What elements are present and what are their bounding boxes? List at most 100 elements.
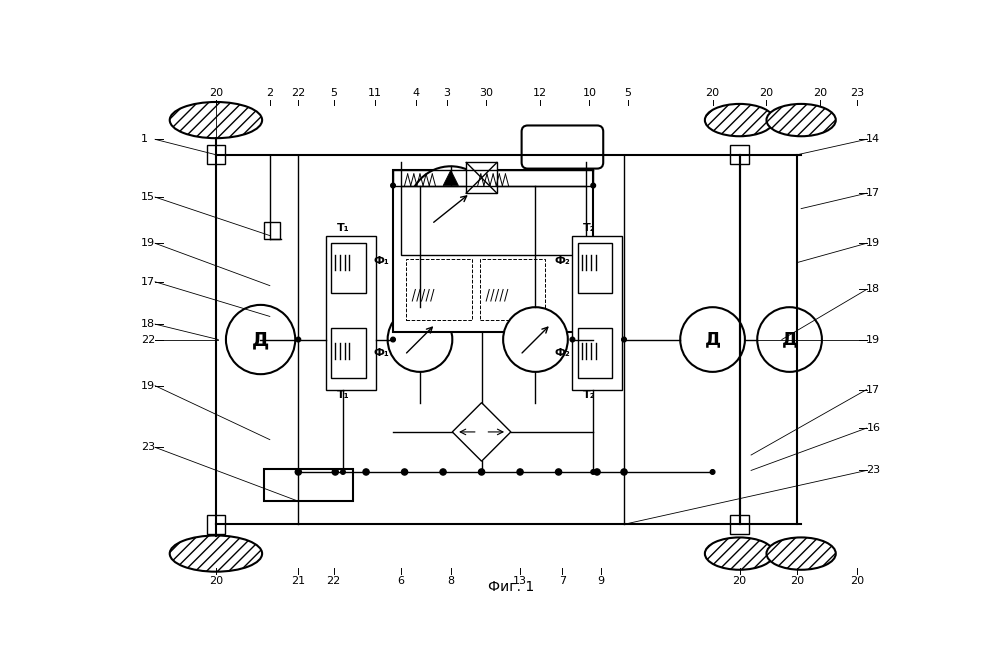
Ellipse shape [170,536,262,572]
Bar [332,243,366,293]
Bar [730,145,749,164]
Circle shape [480,470,484,474]
Text: Ф₁: Ф₁ [374,256,390,266]
Circle shape [621,470,626,474]
Circle shape [363,469,370,475]
Text: 22: 22 [141,335,156,345]
Bar [577,328,612,378]
Text: 19: 19 [141,381,156,391]
Text: T₁: T₁ [337,223,350,233]
Text: T₂: T₂ [583,223,595,233]
Text: 19: 19 [141,238,156,248]
Text: 21: 21 [292,576,306,586]
Bar [577,243,612,293]
Text: Ф₂: Ф₂ [554,348,570,358]
Circle shape [391,183,396,188]
Text: 12: 12 [533,88,547,98]
Circle shape [621,469,627,475]
Text: 20: 20 [850,576,864,586]
Bar [401,185,585,255]
Ellipse shape [766,104,836,136]
Circle shape [440,469,447,475]
Circle shape [680,307,745,372]
Text: 16: 16 [866,423,880,433]
Bar [265,223,280,239]
Text: Фиг. 1: Фиг. 1 [489,580,534,594]
Bar [481,259,545,320]
Ellipse shape [705,104,774,136]
Text: 19: 19 [866,335,880,345]
Text: Д: Д [704,331,720,349]
Ellipse shape [766,538,836,570]
Bar [730,515,749,534]
Text: 5: 5 [331,88,338,98]
Circle shape [391,338,396,342]
Text: 13: 13 [513,576,527,586]
Text: Ф₁: Ф₁ [374,348,390,358]
Text: Д: Д [252,330,269,349]
Circle shape [570,338,574,342]
Text: 18: 18 [866,285,880,294]
Text: 30: 30 [480,88,494,98]
Text: Ф₂: Ф₂ [554,256,570,266]
Text: T₁: T₁ [337,390,350,400]
Circle shape [591,470,595,474]
Bar [393,170,593,331]
Circle shape [555,469,561,475]
Bar [265,469,353,501]
Bar [207,515,225,534]
Bar [467,163,497,193]
Circle shape [296,338,301,342]
Text: 20: 20 [705,88,719,98]
Text: 17: 17 [866,385,880,395]
Text: 23: 23 [850,88,864,98]
Bar [326,235,376,390]
Text: 10: 10 [582,88,596,98]
Circle shape [757,307,822,372]
Text: 23: 23 [141,442,156,452]
Text: 9: 9 [597,576,604,586]
Circle shape [409,166,494,251]
Circle shape [591,183,595,188]
Text: 20: 20 [813,88,827,98]
Circle shape [333,469,339,475]
Text: 20: 20 [732,576,746,586]
Polygon shape [444,216,459,231]
Text: 23: 23 [866,466,880,476]
Text: 2: 2 [267,88,274,98]
Text: 20: 20 [209,576,223,586]
Circle shape [341,470,346,474]
Polygon shape [444,170,459,185]
Text: 4: 4 [413,88,420,98]
Circle shape [710,470,715,474]
Text: 11: 11 [369,88,383,98]
Circle shape [517,469,523,475]
FancyBboxPatch shape [521,125,603,169]
Circle shape [594,469,600,475]
Text: 20: 20 [790,576,804,586]
Text: 5: 5 [624,88,631,98]
Ellipse shape [170,102,262,138]
Text: 22: 22 [327,576,341,586]
Bar [332,328,366,378]
Text: T₂: T₂ [583,390,595,400]
Text: 14: 14 [866,134,880,144]
Text: Д: Д [781,331,797,349]
Text: 1: 1 [141,134,148,144]
Bar [407,259,472,320]
Text: 3: 3 [444,88,451,98]
Circle shape [503,307,567,372]
Text: 8: 8 [448,576,455,586]
Text: 20: 20 [209,88,223,98]
Circle shape [479,469,485,475]
Circle shape [621,338,626,342]
Text: 22: 22 [291,88,306,98]
Circle shape [402,469,408,475]
Text: 6: 6 [398,576,405,586]
Bar [207,145,225,164]
Text: 19: 19 [866,238,880,248]
Text: 17: 17 [141,277,156,287]
Text: 20: 20 [759,88,773,98]
Text: 15: 15 [141,192,155,202]
Circle shape [226,305,296,374]
